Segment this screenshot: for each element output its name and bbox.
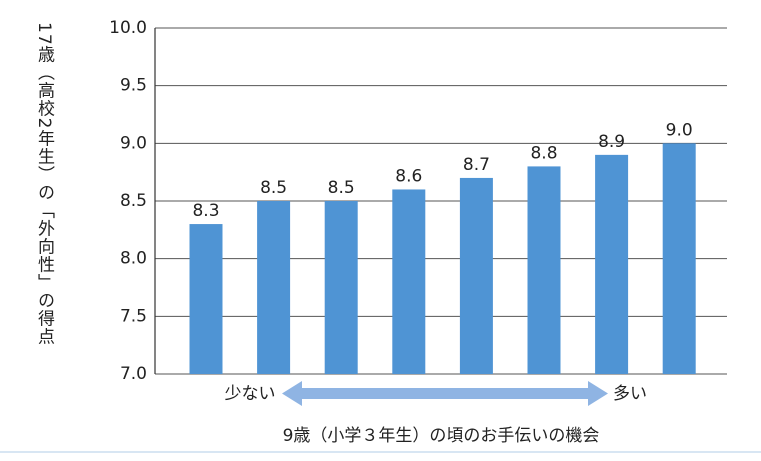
bar: [257, 201, 291, 374]
value-label: 9.0: [666, 120, 693, 140]
value-label: 8.3: [192, 201, 219, 221]
bar: [459, 177, 493, 374]
annotation-high: 多い: [613, 384, 647, 404]
bar: [392, 189, 426, 374]
value-label: 8.9: [598, 132, 625, 152]
y-tick-label: 8.0: [120, 249, 147, 269]
y-tick-label: 7.5: [120, 306, 147, 326]
y-tick-label: 7.0: [120, 364, 147, 384]
bar: [324, 201, 358, 374]
value-label: 8.5: [328, 178, 355, 198]
x-axis-label: 9歳（小学３年生）の頃のお手伝いの機会: [283, 426, 600, 446]
y-tick-label: 8.5: [120, 191, 147, 211]
value-label: 8.8: [530, 143, 557, 163]
double-arrow: [282, 381, 608, 406]
y-tick-label: 9.5: [120, 76, 147, 96]
value-label: 8.5: [260, 178, 287, 198]
value-label: 8.7: [463, 155, 490, 175]
bar: [595, 154, 629, 374]
value-label: 8.6: [395, 166, 422, 186]
y-tick-label: 10.0: [109, 18, 147, 38]
annotation-low: 少ない: [225, 384, 276, 404]
bar: [527, 166, 561, 374]
bar: [662, 143, 696, 374]
bar: [189, 224, 223, 374]
y-axis-label: 17歳（高校2年生）の「外向性」の得点: [34, 22, 54, 346]
y-tick-label: 9.0: [120, 133, 147, 153]
